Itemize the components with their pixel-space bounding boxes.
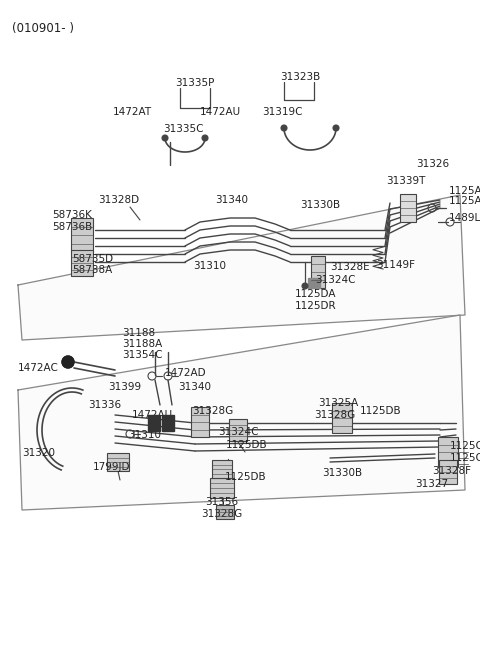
Text: 31320: 31320 — [22, 448, 55, 458]
Circle shape — [202, 135, 208, 141]
Bar — [191, 407, 209, 437]
Text: 31327: 31327 — [415, 479, 448, 489]
Polygon shape — [18, 195, 465, 340]
Text: 31328G: 31328G — [202, 509, 242, 519]
Text: 58736K: 58736K — [52, 210, 92, 220]
Bar — [311, 256, 325, 288]
Text: 31324C: 31324C — [315, 275, 356, 285]
Text: 1125DB: 1125DB — [225, 472, 266, 482]
Bar — [210, 478, 234, 498]
Text: 31340: 31340 — [178, 382, 211, 392]
Bar — [107, 453, 129, 471]
Text: 1472AU: 1472AU — [132, 410, 173, 420]
Text: 31328F: 31328F — [432, 466, 471, 476]
Text: 1472AU: 1472AU — [200, 107, 241, 117]
Text: (010901- ): (010901- ) — [12, 22, 74, 35]
Circle shape — [302, 283, 308, 289]
Bar — [439, 460, 457, 484]
Circle shape — [162, 135, 168, 141]
Text: 31330B: 31330B — [300, 200, 340, 210]
Bar — [216, 505, 234, 519]
Text: 1125DR: 1125DR — [295, 301, 336, 311]
Circle shape — [62, 356, 74, 368]
Bar — [71, 250, 93, 276]
Text: 31326: 31326 — [416, 159, 449, 169]
Bar — [212, 460, 232, 478]
Circle shape — [62, 356, 74, 368]
Bar — [438, 437, 458, 467]
Text: 31335P: 31335P — [175, 78, 215, 88]
Text: 31310: 31310 — [128, 430, 161, 440]
Text: 1472AT: 1472AT — [113, 107, 152, 117]
Text: 31399: 31399 — [108, 382, 141, 392]
Bar — [162, 415, 174, 431]
Bar — [148, 415, 160, 431]
Circle shape — [281, 125, 287, 131]
Text: 1489LA: 1489LA — [449, 213, 480, 223]
Text: 1125GA: 1125GA — [450, 453, 480, 463]
Text: 31328G: 31328G — [314, 410, 355, 420]
Text: 31323B: 31323B — [280, 72, 320, 82]
Text: 31328G: 31328G — [192, 406, 233, 416]
Polygon shape — [18, 315, 465, 510]
Text: 31328E: 31328E — [330, 262, 370, 272]
Text: 1472AD: 1472AD — [165, 368, 206, 378]
Text: 1125AG: 1125AG — [449, 186, 480, 196]
Text: 31336: 31336 — [88, 400, 121, 410]
Bar — [400, 194, 416, 222]
Bar — [332, 403, 352, 433]
Text: 1125AT: 1125AT — [449, 196, 480, 206]
Text: 1125DB: 1125DB — [226, 440, 268, 450]
Text: 31188A: 31188A — [122, 339, 162, 349]
Text: 58736B: 58736B — [52, 222, 92, 232]
Text: 31149F: 31149F — [376, 260, 415, 270]
Text: 31319C: 31319C — [262, 107, 302, 117]
Text: 58738A: 58738A — [72, 265, 112, 275]
Text: 31188: 31188 — [122, 328, 155, 338]
Text: 31310: 31310 — [193, 261, 227, 271]
Text: 31325A: 31325A — [318, 398, 358, 408]
Text: 1125DB: 1125DB — [360, 406, 402, 416]
Bar — [308, 278, 320, 288]
Bar — [229, 419, 247, 441]
Text: 31328D: 31328D — [98, 195, 139, 205]
Text: 1799JD: 1799JD — [93, 462, 131, 472]
Text: 31340: 31340 — [216, 195, 249, 205]
Text: 31330B: 31330B — [322, 468, 362, 478]
Bar — [71, 218, 93, 252]
Text: 1125GD: 1125GD — [450, 441, 480, 451]
Text: 31354C: 31354C — [122, 350, 163, 360]
Text: 31335C: 31335C — [163, 124, 204, 134]
Circle shape — [333, 125, 339, 131]
Text: 31324C: 31324C — [218, 427, 259, 437]
Text: 31339T: 31339T — [386, 176, 425, 186]
Text: 1125DA: 1125DA — [295, 289, 336, 299]
Text: 1472AC: 1472AC — [18, 363, 59, 373]
Text: 58735D: 58735D — [72, 254, 113, 264]
Text: 31356: 31356 — [205, 497, 239, 507]
